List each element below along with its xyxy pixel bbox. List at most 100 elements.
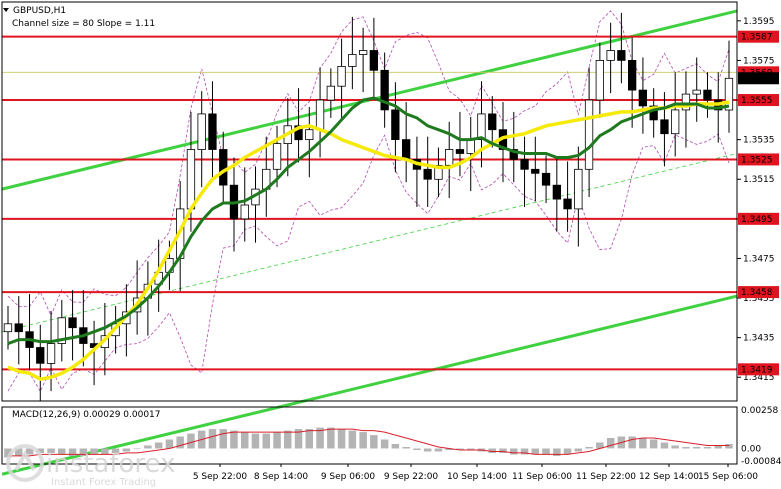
- candle-body: [724, 77, 734, 111]
- candle-body: [520, 158, 529, 170]
- candle-body: [423, 168, 432, 180]
- candle-body: [617, 50, 626, 61]
- level-tag-label: 1.3495: [741, 215, 773, 225]
- candle-body: [681, 93, 691, 111]
- level-tag: [738, 363, 779, 376]
- macd-histogram-bar: [456, 448, 464, 450]
- level-tag-label: 1.3458: [741, 288, 773, 298]
- macd-histogram-bar: [133, 448, 141, 450]
- macd-histogram-bar: [187, 433, 195, 449]
- macd-histogram-bar: [90, 448, 98, 455]
- macd-histogram-bar: [585, 447, 593, 449]
- channel-middle: [1, 153, 738, 333]
- macd-histogram-bar: [15, 448, 23, 456]
- bollinger-bands: [7, 10, 730, 393]
- macd-histogram-bar: [703, 447, 712, 449]
- candle-body: [391, 109, 400, 141]
- candle-body: [401, 139, 411, 160]
- time-tick-label: 10 Sep 14:00: [447, 472, 507, 482]
- bollinger-upper: [7, 10, 730, 317]
- current-price-tag-label: 1.3566: [741, 74, 773, 84]
- candle-body: [649, 105, 658, 121]
- macd-histogram-bar: [596, 442, 604, 449]
- macd-histogram-bar: [79, 448, 88, 456]
- macd-signal-line: [8, 428, 729, 457]
- macd-histogram-bar: [122, 448, 131, 452]
- macd-tick-label: 0.00: [741, 444, 761, 454]
- macd-histogram-bar: [305, 429, 313, 449]
- macd-histogram-bar: [68, 448, 77, 456]
- candle-body: [606, 50, 615, 61]
- macd-histogram-bar: [25, 448, 34, 455]
- instaforex-logo-mark: [14, 449, 36, 471]
- candle-body: [348, 54, 357, 67]
- candle-body: [358, 50, 368, 55]
- candle-body: [380, 69, 389, 111]
- level-tag-label: 1.3525: [741, 155, 773, 165]
- macd-histogram-bar: [262, 433, 270, 449]
- macd-histogram-bar: [660, 442, 669, 449]
- candle-body: [208, 113, 217, 150]
- channel-lower: [1, 294, 738, 476]
- candle-body: [305, 129, 314, 140]
- watermark-brand: instaforex: [46, 449, 175, 479]
- candle-body: [294, 125, 303, 141]
- candle-body: [444, 149, 454, 166]
- macd-histogram-bar: [542, 448, 550, 455]
- candle-body: [531, 168, 540, 174]
- macd-histogram-bar: [423, 448, 432, 452]
- candle-body: [3, 323, 13, 333]
- time-tick-label: 5 Sep 22:00: [193, 472, 248, 482]
- macd-histogram-bar: [402, 447, 410, 449]
- macd-histogram-bar: [111, 448, 120, 453]
- macd-histogram-bar: [563, 448, 572, 455]
- macd-histogram-bar: [36, 448, 44, 453]
- macd-frame: [1, 406, 738, 465]
- macd-histogram-bar: [488, 448, 496, 453]
- candle-body: [541, 172, 551, 186]
- macd-histogram-bar: [359, 432, 367, 449]
- dropdown-triangle-icon: [3, 8, 9, 12]
- chart-subtitle: Channel size = 80 Slope = 1.11: [12, 19, 155, 29]
- candle-body: [46, 343, 56, 364]
- price-frame: [1, 1, 738, 402]
- price-tick-label: 1.3535: [743, 136, 775, 146]
- moving-averages: [7, 96, 730, 382]
- macd-histogram-bar: [101, 448, 109, 455]
- level-tag-label: 1.3419: [741, 365, 773, 375]
- macd-histogram-bar: [348, 430, 357, 449]
- price-tick-label: 1.3475: [743, 254, 775, 264]
- candle-body: [219, 149, 228, 186]
- macd-histogram-bar: [606, 438, 615, 449]
- macd-histogram-bar: [273, 432, 281, 449]
- time-tick-label: 9 Sep 06:00: [321, 472, 376, 482]
- macd-histogram-bar: [510, 448, 518, 455]
- macd-tick-label: 0.00258: [741, 406, 778, 416]
- level-tag: [738, 153, 779, 166]
- macd-histogram-bar: [639, 438, 647, 449]
- candle-body: [36, 347, 45, 364]
- macd-histogram-bar: [574, 448, 583, 452]
- time-tick-label: 9 Sep 22:00: [384, 472, 439, 482]
- macd-histogram-bar: [380, 439, 389, 449]
- level-tag-label: 1.3555: [741, 96, 773, 106]
- macd-panel: [4, 427, 733, 458]
- price-tick-label: 1.3415: [743, 373, 775, 383]
- candle-body: [455, 149, 465, 154]
- price-tick-label: 1.3515: [743, 175, 775, 185]
- candle-body: [563, 198, 572, 210]
- candle-body: [584, 99, 594, 170]
- level-tags: 1.35691.35871.35551.35251.34951.34581.34…: [738, 30, 779, 376]
- candle-body: [703, 89, 712, 101]
- macd-histogram-bar: [47, 448, 55, 453]
- macd-histogram-bar: [230, 430, 238, 449]
- candle-body: [509, 149, 518, 160]
- candle-body: [57, 317, 66, 344]
- macd-histogram-bar: [294, 429, 303, 449]
- macd-histogram-bar: [520, 448, 529, 455]
- candle-body: [68, 317, 77, 329]
- macd-histogram-bar: [316, 427, 324, 449]
- macd-histogram-bar: [165, 439, 174, 449]
